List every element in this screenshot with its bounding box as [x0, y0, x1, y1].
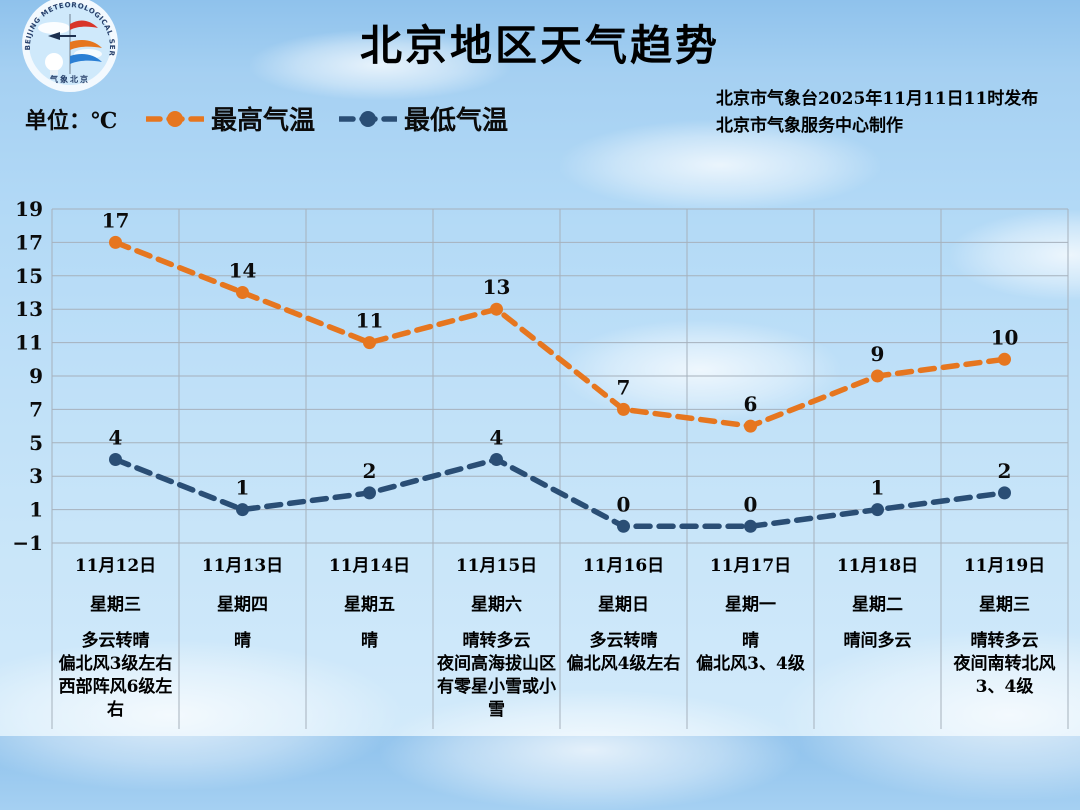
y-tick-label: 11 [15, 331, 43, 355]
data-point-label: 10 [991, 325, 1019, 349]
data-point [998, 486, 1011, 500]
data-point [490, 302, 503, 316]
data-point-label: 2 [363, 459, 377, 483]
data-point [109, 235, 122, 249]
y-tick-label: 15 [15, 264, 43, 288]
data-point [363, 336, 376, 350]
data-point [744, 519, 757, 533]
data-point [871, 503, 884, 517]
data-point-label: 14 [229, 259, 257, 283]
y-tick-label: 5 [29, 431, 43, 455]
y-tick-label: 19 [15, 197, 43, 221]
data-point-label: 13 [483, 275, 511, 299]
source-line-1: 北京市气象台2025年11月11日11时发布 [716, 89, 1039, 109]
data-point-label: 9 [871, 342, 885, 366]
data-point [998, 352, 1011, 366]
temperature-trend-chart: 19 17 15 13 11 9 7 5 3 1 −1 17 14 11 13 7 6 9 10 4 1 2 4 0 0 1 2 [12, 197, 1069, 729]
data-point [744, 419, 757, 433]
data-point-label: 0 [617, 492, 631, 516]
data-point [363, 486, 376, 500]
data-point-label: 4 [490, 426, 504, 450]
data-point [236, 503, 249, 517]
data-point-label: 1 [236, 476, 250, 500]
data-point [617, 519, 630, 533]
data-point-label: 6 [744, 392, 758, 416]
unit-label: 单位：℃ [25, 108, 118, 134]
data-point [871, 369, 884, 383]
source-line-2: 北京市气象服务中心制作 [716, 116, 903, 136]
legend-item-min-temp: 最低气温 [339, 100, 508, 137]
data-point-label: 4 [109, 426, 123, 450]
legend: 最高气温 最低气温 [146, 100, 508, 137]
legend-item-max-temp: 最高气温 [146, 100, 315, 137]
y-tick-label: −1 [12, 531, 43, 555]
data-point [490, 453, 503, 466]
legend-label-max: 最高气温 [211, 106, 316, 136]
min-temp-line-icon [339, 110, 398, 127]
logo-cn-text: 气象北京 [49, 74, 90, 84]
data-point [236, 286, 249, 299]
series-line [112, 239, 1008, 429]
y-tick-label: 13 [15, 297, 43, 321]
y-tick-label: 17 [15, 230, 43, 254]
data-point-label: 2 [998, 459, 1012, 483]
series-line [112, 456, 1008, 530]
data-point-label: 0 [744, 492, 758, 516]
beijing-meteorological-service-logo: BEIJING METEOROLOGICAL SERVICE 气象北京 [14, 0, 118, 92]
max-temp-line-icon [146, 110, 204, 127]
data-point-label: 17 [102, 208, 130, 232]
data-point-label: 7 [617, 375, 631, 399]
y-tick-label: 1 [29, 498, 43, 522]
data-point [617, 402, 630, 416]
page-title: 北京地区天气趋势 [359, 21, 720, 70]
source-info: 北京市气象台2025年11月11日11时发布 北京市气象服务中心制作 [716, 86, 1038, 140]
data-point-label: 11 [356, 309, 384, 333]
data-point-label: 1 [871, 476, 885, 500]
y-tick-label: 9 [29, 364, 43, 388]
y-tick-label: 7 [29, 397, 43, 421]
y-tick-label: 3 [29, 464, 43, 488]
data-point [109, 453, 122, 466]
legend-label-min: 最低气温 [404, 106, 509, 136]
